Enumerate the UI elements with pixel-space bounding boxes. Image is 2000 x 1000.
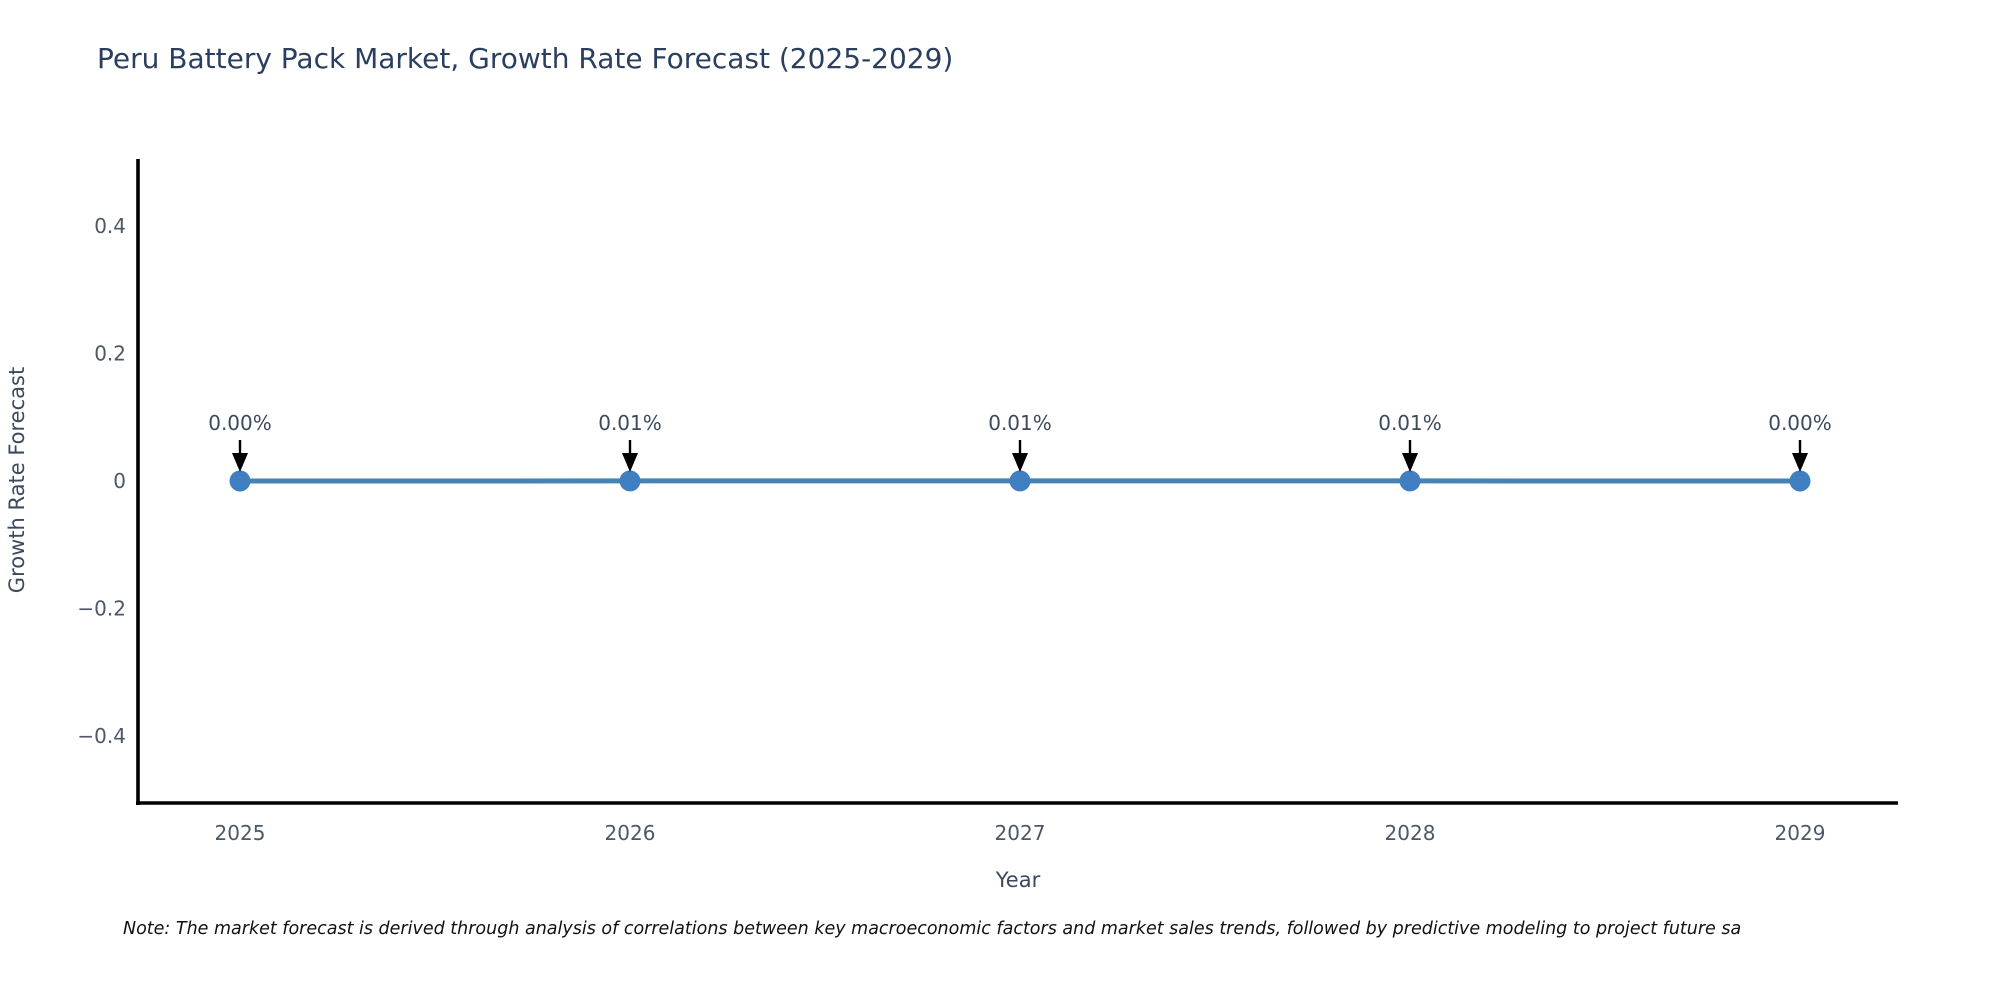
annotation-arrow-head bbox=[622, 453, 638, 472]
data-point-marker bbox=[229, 470, 251, 492]
data-point-label: 0.01% bbox=[598, 411, 662, 435]
annotation-arrow-head bbox=[232, 453, 248, 472]
x-tick-label: 2027 bbox=[995, 821, 1046, 845]
data-point-label: 0.00% bbox=[208, 411, 272, 435]
data-point-marker bbox=[1789, 470, 1811, 492]
y-tick-label: −0.2 bbox=[77, 597, 126, 621]
y-tick-label: 0.2 bbox=[94, 342, 126, 366]
data-point-marker bbox=[1399, 470, 1421, 492]
x-tick-label: 2029 bbox=[1775, 821, 1826, 845]
x-tick-label: 2026 bbox=[605, 821, 656, 845]
annotation-arrow-head bbox=[1012, 453, 1028, 472]
chart-title: Peru Battery Pack Market, Growth Rate Fo… bbox=[97, 42, 954, 75]
x-axis-title: Year bbox=[995, 868, 1041, 892]
annotation-arrow-head bbox=[1402, 453, 1418, 472]
data-point-label: 0.01% bbox=[988, 411, 1052, 435]
data-point-label: 0.01% bbox=[1378, 411, 1442, 435]
x-tick-label: 2028 bbox=[1385, 821, 1436, 845]
series-layer: 0.4 0.2 0 −0.2 −0.4 2025 2026 2027 2028 2029 0.00%… bbox=[77, 214, 1831, 845]
annotation-arrow-head bbox=[1792, 453, 1808, 472]
data-point-label: 0.00% bbox=[1768, 411, 1832, 435]
y-tick-label: 0.4 bbox=[94, 214, 126, 238]
x-tick-label: 2025 bbox=[215, 821, 266, 845]
data-point-marker bbox=[619, 470, 641, 492]
y-tick-label: −0.4 bbox=[77, 724, 126, 748]
y-axis-title: Growth Rate Forecast bbox=[5, 367, 29, 593]
footnote: Note: The market forecast is derived thr… bbox=[123, 919, 1742, 939]
y-tick-label: 0 bbox=[113, 469, 126, 493]
data-point-marker bbox=[1009, 470, 1031, 492]
